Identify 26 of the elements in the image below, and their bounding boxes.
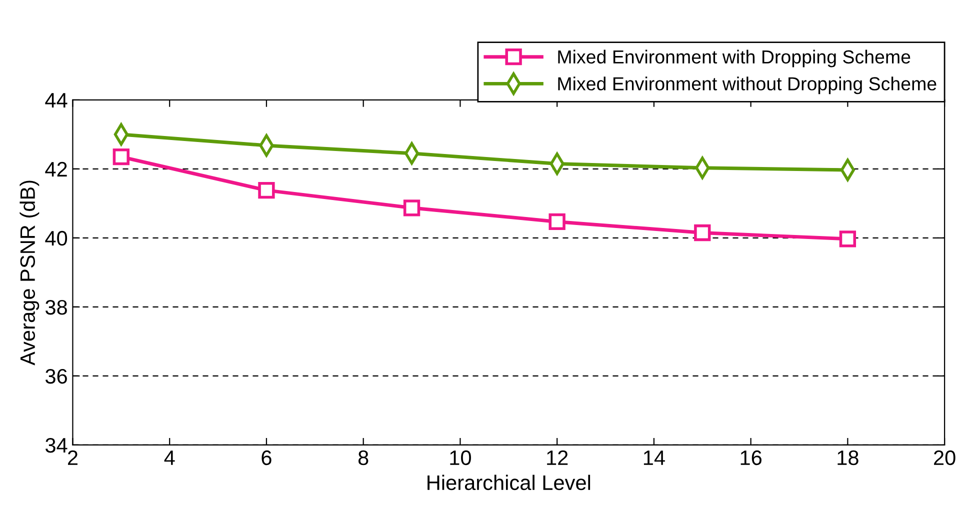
x-axis-title: Hierarchical Level [428, 474, 590, 490]
x-tick-label: 2 [68, 450, 78, 465]
y-tick-label: 40 [45, 230, 68, 246]
x-tick-label: 8 [358, 450, 368, 466]
point [403, 200, 420, 216]
y-axis-title: Average PSNR (dB) [20, 180, 40, 366]
y-tick-label: 38 [45, 300, 67, 315]
x-tick-label: 14 [644, 450, 665, 465]
y-tick-label: 42 [45, 162, 67, 176]
x-tick-label: 20 [934, 450, 956, 466]
x-tick-label: 10 [450, 450, 471, 466]
point [258, 182, 275, 199]
point [694, 224, 711, 242]
point [548, 213, 566, 230]
legend-label: Mixed Environment with Dropping Scheme [558, 50, 910, 68]
point [112, 148, 130, 166]
point [839, 230, 856, 248]
x-tick-label: 6 [262, 450, 272, 466]
x-tick-label: 12 [547, 450, 568, 465]
x-tick-label: 4 [164, 450, 175, 465]
x-tick-label: 16 [740, 450, 762, 466]
y-tick-label: 44 [45, 93, 68, 108]
x-tick-label: 18 [838, 450, 858, 466]
y-tick-label: 36 [45, 368, 67, 384]
legend-label: Mixed Environment without Dropping Scheme [558, 76, 936, 94]
y-tick-label: 34 [45, 438, 68, 453]
